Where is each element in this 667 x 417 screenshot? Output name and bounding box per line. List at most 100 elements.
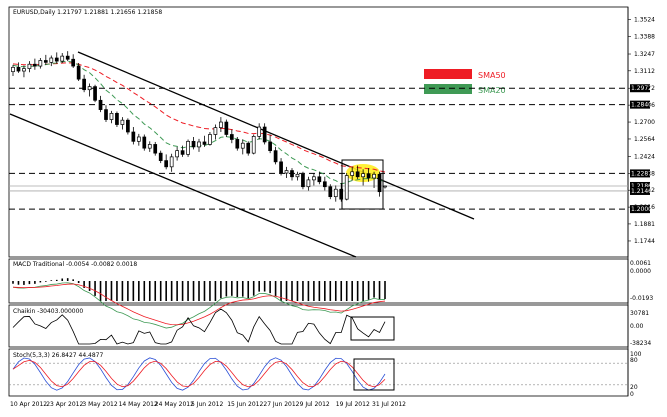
candle-bull [219,121,223,128]
time-axis-labels: 10 Apr 2012 23 Apr 2012 3 May 2012 14 May 2… [10,401,406,408]
sma50-line [12,62,386,173]
candle-bear [235,139,240,149]
time-label: 9 Jul 2012 [300,401,330,408]
candle-bear [317,176,322,183]
candle-bear [180,150,185,155]
candle-bear [229,134,234,140]
candle-bull [186,140,190,155]
price-tick-label: 1.2564 [634,136,655,143]
candle-bull [257,126,262,137]
candle-bear [301,173,305,188]
chaikin-tick-mid: 0.00 [630,323,644,330]
price-box [630,169,650,178]
stoch-tick-80: 80 [630,357,638,364]
candle-bull [350,171,355,176]
main-pane-title: EURUSD,Daily 1.21797 1.21881 1.21656 1.2… [13,9,162,16]
candle-bear [104,109,108,120]
stoch-tick-20: 20 [630,384,638,391]
candle-bull [27,63,32,69]
candle-bull [361,173,365,178]
price-tick-label: 1.1881 [634,221,655,228]
candle-bear [16,66,21,72]
candle-bull [120,119,125,125]
time-label: 3 May 2012 [82,401,117,408]
time-label: 15 Jun 2012 [227,401,263,408]
candle-bear [65,55,70,60]
price-tick-label: 1.1744 [634,238,655,245]
candle-bear [246,142,251,154]
candle-bear [126,119,130,133]
candle-bull [49,57,54,63]
time-label: 23 Apr 2012 [46,401,83,408]
candle-bear [33,63,37,67]
price-box [630,100,650,109]
candle-bear [93,86,97,101]
price-box-label: 1.2840 [631,102,652,109]
candle-bear [355,171,360,178]
candle-bear [224,121,229,135]
price-tick-label: 1.2424 [634,153,655,160]
candle-bull [344,175,349,200]
legend-sma50-swatch [424,69,472,79]
price-tick-label: 1.3524 [634,17,655,24]
candle-bull [60,55,65,62]
stoch-d-line [12,359,386,388]
candle-bull [284,170,289,174]
time-label: 31 Jul 2012 [372,401,406,408]
candle-bull [208,134,212,145]
candle-bear [76,65,81,80]
legend-sma50-label: SMA50 [478,71,506,80]
candle-bull [197,141,201,148]
candle-bear [43,60,48,63]
macd-tick-top: 0.0061 [630,260,651,267]
candle-bull [312,176,316,181]
candle-bull [38,60,43,67]
price-box-label: 1.2146 [631,188,652,195]
candles [11,51,387,202]
candle-bear [98,99,103,110]
price-box [630,205,650,214]
candle-bear [82,78,86,91]
candle-bear [273,150,278,163]
chaikin-indicator [12,308,386,345]
candle-bear [366,173,371,179]
candle-bear [290,170,294,178]
candle-bear [328,186,333,198]
chaikin-line [12,308,386,345]
price-tick-label: 1.2700 [634,119,655,126]
candle-bull [251,136,256,154]
price-box-label: 1.2186 [631,183,652,190]
price-box-label: 1.2287 [631,170,652,177]
macd-pane-title: MACD Traditional -0.0054 -0.0082 0.0018 [13,261,137,268]
chaikin-pane-title: Chaikin -30403.000000 [13,308,83,315]
time-label: 14 May 2012 [119,401,158,408]
macd-tick-mid: 0.0000 [630,268,651,275]
price-tick-label: 1.3112 [634,68,655,75]
candle-bull [383,185,387,188]
price-box-label: 1.2000 [631,206,652,213]
macd-signal-line [12,283,386,326]
candle-bull [147,144,152,149]
macd-indicator [12,278,386,329]
candle-bull [295,173,300,178]
candle-bull [306,179,311,188]
price-box [630,84,650,93]
candle-bear [153,144,158,154]
candle-bull [213,127,218,135]
candle-bear [131,131,136,142]
stoch-tick-100: 100 [630,351,642,358]
highlight-box-chaikin [350,316,395,341]
candle-bear [279,161,283,174]
macd-tick-bottom: -0.0193 [630,295,653,302]
channel-lower-line [9,113,357,258]
candle-bear [142,136,147,149]
candle-bull [169,156,174,168]
stoch-pane-title: Stoch(5,3,3) 26.8427 44.4877 [13,352,104,359]
candle-bull [136,136,141,142]
chaikin-tick-top: 30781 [630,310,649,317]
legend-sma20-label: SMA20 [478,86,506,95]
candle-bear [115,112,119,125]
candle-bear [322,181,327,188]
candle-bear [377,173,382,193]
stoch-indicator [9,357,628,391]
